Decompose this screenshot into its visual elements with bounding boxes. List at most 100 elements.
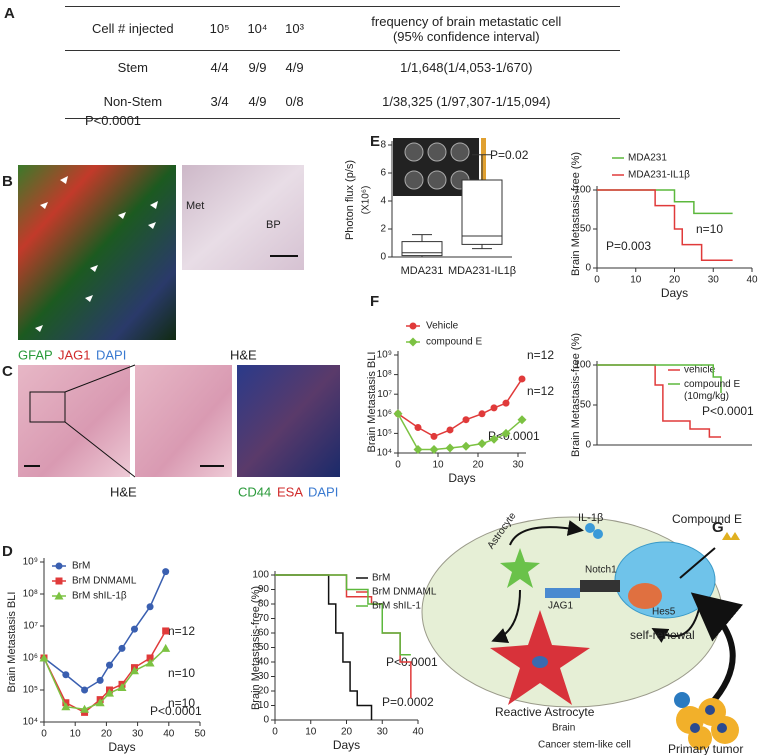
y-tick-label: 10⁹ bbox=[377, 350, 392, 361]
marker bbox=[130, 625, 138, 633]
table-cell: 4/4 bbox=[210, 60, 229, 76]
marker bbox=[61, 702, 71, 711]
legend-label: BrM bbox=[372, 573, 390, 584]
legend-marker bbox=[408, 337, 418, 347]
table-row: Non-Stem 3/4 4/9 0/8 1/38,325 (1/97,307-1/15… bbox=[65, 85, 620, 119]
marker bbox=[489, 434, 499, 444]
inhibition bbox=[679, 547, 716, 579]
legend-label: compound E (10mg/kg) bbox=[684, 379, 740, 402]
y-axis-label: Brain Metastasis-free (%) bbox=[570, 152, 582, 276]
annotation: P<0.0001 bbox=[702, 404, 754, 418]
diagram-label: Cancer stem-like cell bbox=[538, 740, 631, 751]
y-tick-label: 70 bbox=[258, 613, 270, 624]
data-table: Cell # injected 10⁵ 10⁴ 10³ frequency of… bbox=[65, 6, 620, 119]
region-label: BP bbox=[266, 219, 281, 231]
x-tick-label: MDA231 bbox=[401, 265, 444, 277]
x-tick-label: 0 bbox=[41, 729, 47, 740]
marker bbox=[39, 653, 49, 662]
stain-label: JAG1 bbox=[58, 347, 91, 362]
annotation: n=10 bbox=[696, 222, 723, 236]
table-cell: 9/9 bbox=[248, 60, 267, 76]
x-tick-label: 10 bbox=[70, 729, 82, 740]
arrow bbox=[690, 592, 744, 708]
arrow bbox=[491, 589, 521, 643]
y-tick-label: 10⁴ bbox=[23, 717, 38, 728]
survival-curve bbox=[597, 364, 722, 393]
marker bbox=[462, 416, 470, 424]
annotation: P<0.0001 bbox=[150, 704, 202, 718]
survival-curve bbox=[597, 364, 721, 438]
legend-label: BrM bbox=[72, 561, 90, 572]
marker bbox=[129, 666, 139, 675]
y-tick-label: 80 bbox=[258, 599, 270, 610]
x-tick-label: 40 bbox=[746, 275, 758, 286]
he-image bbox=[182, 165, 304, 270]
marker bbox=[145, 658, 155, 667]
legend-marker bbox=[54, 591, 64, 600]
arrow bbox=[509, 520, 584, 546]
x-tick-label: MDA231-IL1β bbox=[448, 265, 516, 277]
y-axis-label: Brain Metastasis BLI bbox=[366, 352, 378, 453]
table-cell: 4/9 bbox=[248, 93, 267, 109]
marker bbox=[95, 698, 105, 707]
y-tick-label: 100 bbox=[574, 185, 591, 196]
stain-label: ESA bbox=[277, 484, 303, 499]
marker bbox=[502, 399, 510, 407]
legend-label: MDA231-IL1β bbox=[628, 170, 690, 181]
y-tick-label: 10⁸ bbox=[377, 369, 392, 380]
header-cell: 10³ bbox=[285, 21, 304, 36]
marker bbox=[62, 671, 70, 679]
y-tick-label: 10 bbox=[258, 700, 270, 711]
marker bbox=[393, 409, 403, 419]
diagram-label: Brain bbox=[552, 723, 575, 734]
stain-label: H&E bbox=[110, 484, 137, 499]
marker bbox=[414, 423, 422, 431]
legend-label: Vehicle bbox=[426, 321, 459, 332]
nucleus bbox=[532, 656, 548, 668]
diagram-label: IL-1β bbox=[578, 512, 603, 524]
he-image bbox=[135, 365, 232, 477]
survival-curve bbox=[275, 574, 373, 720]
y-tick-label: 10⁹ bbox=[23, 557, 38, 568]
survival-curve bbox=[597, 189, 733, 261]
x-tick-label: 30 bbox=[377, 727, 389, 738]
header-cell: 10⁵ bbox=[209, 21, 230, 36]
annotation: P=0.0002 bbox=[382, 695, 434, 709]
x-tick-label: 40 bbox=[412, 727, 424, 738]
panel-letter: C bbox=[2, 363, 13, 380]
x-tick-label: 20 bbox=[472, 460, 484, 471]
x-axis-label: Days bbox=[448, 471, 475, 485]
y-tick-label: 40 bbox=[258, 657, 270, 668]
legend-marker bbox=[55, 577, 63, 585]
marker bbox=[105, 688, 115, 697]
stain-label: DAPI bbox=[308, 484, 338, 499]
diagram-label: Primary tumor bbox=[668, 742, 743, 755]
stain-label: CD44 bbox=[238, 484, 271, 499]
x-tick-label: 40 bbox=[163, 729, 175, 740]
annotation: n=12 bbox=[168, 624, 195, 638]
marker bbox=[146, 603, 154, 611]
survival-curve bbox=[597, 189, 733, 215]
x-tick-label: 10 bbox=[630, 275, 642, 286]
marker bbox=[518, 375, 526, 383]
y-tick-label: 10⁵ bbox=[23, 685, 38, 696]
table-cell: 1/1,648(1/4,053-1/670) bbox=[400, 60, 533, 76]
legend-marker bbox=[55, 562, 63, 570]
stain-label: GFAP bbox=[18, 347, 53, 362]
panel-letter: A bbox=[4, 5, 15, 22]
y-tick-label: 6 bbox=[380, 168, 386, 179]
x-tick-label: 0 bbox=[272, 727, 278, 738]
panel-letter: G bbox=[712, 519, 724, 536]
legend-marker bbox=[409, 322, 417, 330]
header-row: Cell # injected 10⁵ 10⁴ 10³ frequency of… bbox=[65, 6, 620, 51]
y-tick-label: 10⁷ bbox=[377, 389, 392, 400]
table-note: P<0.0001 bbox=[85, 113, 142, 128]
table-row: Stem 4/4 9/9 4/9 1/1,648(1/4,053-1/670) bbox=[65, 51, 620, 85]
legend-label: BrM shIL-1 bbox=[372, 601, 421, 612]
marker bbox=[461, 441, 471, 451]
color-bar bbox=[481, 138, 486, 188]
arrowheads bbox=[35, 176, 158, 332]
y-tick-label: 0 bbox=[585, 263, 591, 274]
table-cell: Non-Stem bbox=[103, 93, 163, 109]
x-tick-label: 50 bbox=[194, 729, 206, 740]
